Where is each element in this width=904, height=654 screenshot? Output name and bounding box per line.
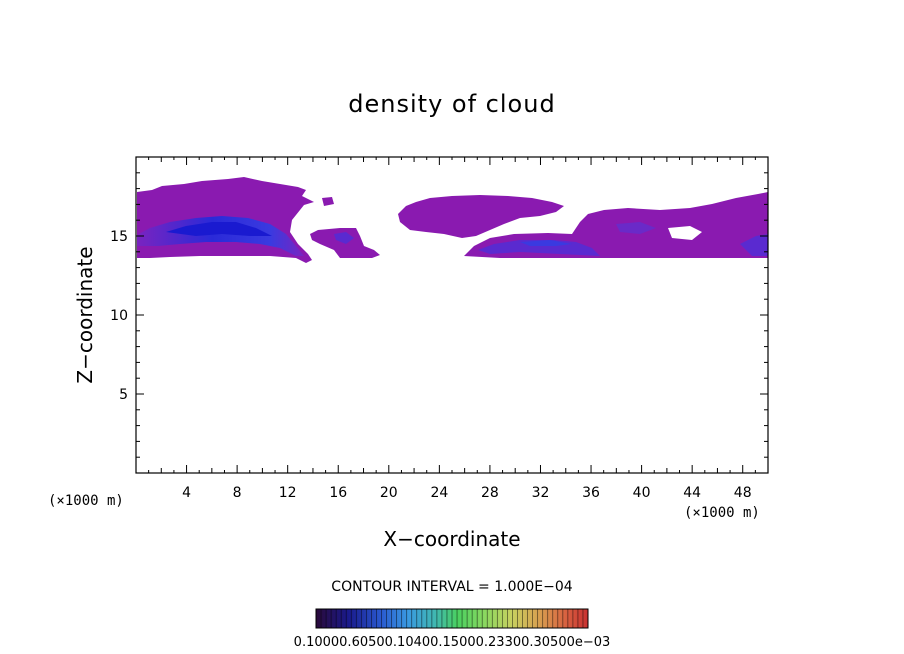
- left-cloud-peak: [166, 222, 272, 236]
- x-axis-label: X−coordinate: [383, 527, 520, 551]
- x-tick-label: 24: [430, 485, 448, 501]
- contour-interval: CONTOUR INTERVAL = 1.000E−04: [331, 579, 572, 595]
- chart-title: density of cloud: [348, 90, 555, 118]
- right-lower-peak: [520, 240, 572, 246]
- x-tick-label: 40: [633, 485, 651, 501]
- colorbar-labels: 0.10000.60500.10400.15000.23300.30500e−0…: [294, 635, 611, 650]
- x-tick-labels: 4 8 12 16 20 24 28 32 36 40 44 48: [182, 485, 752, 501]
- x-unit-label: (×1000 m): [684, 505, 760, 521]
- small-cloud-core: [334, 232, 354, 244]
- x-tick-label: 20: [380, 485, 398, 501]
- x-tick-label: 44: [683, 485, 701, 501]
- right-hole: [668, 226, 702, 240]
- axis-ticks: [136, 157, 768, 473]
- y-tick-labels: 5 10 15: [110, 229, 128, 403]
- left-cloud-core: [137, 216, 304, 256]
- left-cloud-top-lobe: [137, 204, 164, 216]
- x-tick-label: 12: [279, 485, 297, 501]
- x-tick-label: 16: [329, 485, 347, 501]
- cloud-field: [137, 177, 768, 263]
- right-mid-patch: [616, 222, 656, 234]
- colorbar-segments: [320, 609, 584, 628]
- x-tick-label: 8: [233, 485, 242, 501]
- x-tick-label: 48: [734, 485, 752, 501]
- y-tick-label: 15: [110, 229, 128, 245]
- y-axis-label: Z−coordinate: [73, 246, 97, 383]
- z-unit-label: (×1000 m): [48, 493, 124, 509]
- small-blob: [322, 197, 334, 206]
- y-tick-label: 10: [110, 308, 128, 324]
- right-upper-cloud: [398, 195, 564, 238]
- y-tick-label: 5: [119, 387, 128, 403]
- right-edge-core: [740, 234, 768, 256]
- x-tick-label: 36: [582, 485, 600, 501]
- x-tick-label: 4: [182, 485, 191, 501]
- x-tick-label: 28: [481, 485, 499, 501]
- x-tick-label: 32: [532, 485, 550, 501]
